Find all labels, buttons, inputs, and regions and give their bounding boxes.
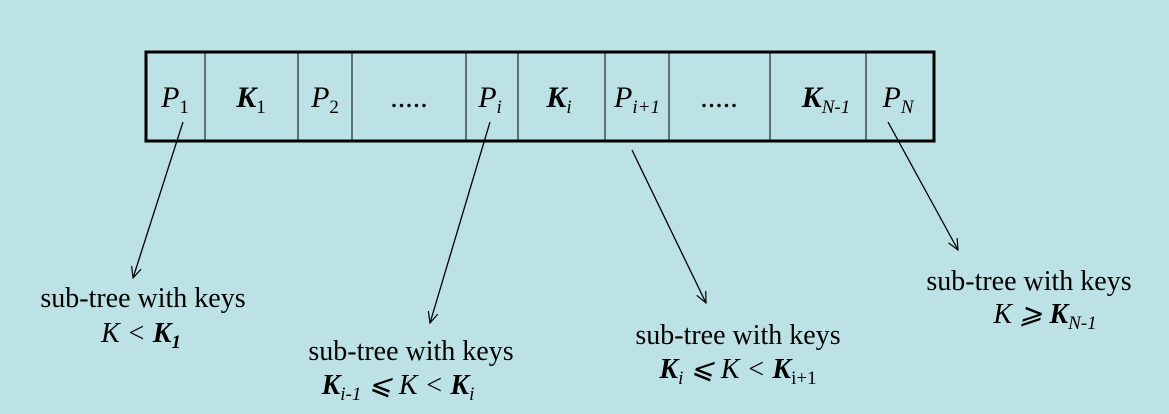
text-part: P bbox=[477, 81, 496, 114]
text-part: K bbox=[152, 318, 174, 349]
text-part: P bbox=[613, 81, 632, 114]
text-part: ⩽ K < bbox=[683, 354, 772, 385]
cell: K1 bbox=[235, 81, 266, 118]
text-part: ⩽ K < bbox=[361, 370, 450, 401]
text-part: 1 bbox=[171, 332, 181, 353]
pointer-arrows bbox=[133, 121, 958, 323]
subtree-label: sub-tree with keys bbox=[926, 266, 1131, 297]
text-part: i-1 bbox=[340, 384, 361, 405]
subtree-label: sub-tree with keys bbox=[40, 283, 245, 314]
text-part: K bbox=[801, 81, 824, 114]
subtree-condition: K < K1 bbox=[100, 318, 181, 353]
subtree-condition: K ⩾ KN-1 bbox=[992, 299, 1096, 334]
text-part: K bbox=[771, 354, 793, 385]
cell: Ki bbox=[545, 81, 571, 118]
text-part: K bbox=[235, 81, 258, 114]
text-part: P bbox=[881, 81, 900, 114]
text-part: i+1 bbox=[791, 368, 817, 389]
subtree-condition: Ki ⩽ K < Ki+1 bbox=[658, 354, 816, 389]
text-part: K bbox=[1048, 299, 1070, 330]
node-box bbox=[144, 50, 936, 143]
cell: Pi+1 bbox=[613, 81, 660, 118]
subtree-label: sub-tree with keys bbox=[635, 320, 840, 351]
text-part: i+1 bbox=[632, 97, 660, 118]
cell: P2 bbox=[310, 81, 339, 118]
text-part: i bbox=[678, 368, 683, 389]
text-part: i bbox=[566, 97, 571, 118]
text-part: i bbox=[497, 97, 502, 118]
text-part: K ⩾ bbox=[992, 299, 1049, 330]
text-part: N bbox=[900, 97, 915, 118]
text-part: K bbox=[449, 370, 471, 401]
text-part: 2 bbox=[329, 97, 339, 118]
text-part: 1 bbox=[179, 97, 189, 118]
cell: KN-1 bbox=[801, 81, 851, 118]
text-part: N-1 bbox=[821, 97, 851, 118]
text-part: N-1 bbox=[1067, 313, 1097, 334]
subtree-label: sub-tree with keys bbox=[308, 336, 513, 367]
text-part: K bbox=[321, 370, 343, 401]
text-part: K bbox=[658, 354, 680, 385]
text-part: K < bbox=[100, 318, 153, 349]
subtree-condition: Ki-1 ⩽ K < Ki bbox=[321, 370, 475, 405]
text-part: P bbox=[160, 81, 179, 114]
text-part: K bbox=[545, 81, 568, 114]
text-part: i bbox=[469, 384, 474, 405]
text-part: 1 bbox=[256, 97, 266, 118]
cell: PN bbox=[881, 81, 914, 118]
cell: P1 bbox=[160, 81, 189, 118]
text-part: P bbox=[310, 81, 329, 114]
cell: Pi bbox=[477, 81, 502, 118]
cell: ..... bbox=[700, 81, 738, 114]
cell: ..... bbox=[390, 81, 428, 114]
cell-dividers bbox=[204, 52, 867, 141]
